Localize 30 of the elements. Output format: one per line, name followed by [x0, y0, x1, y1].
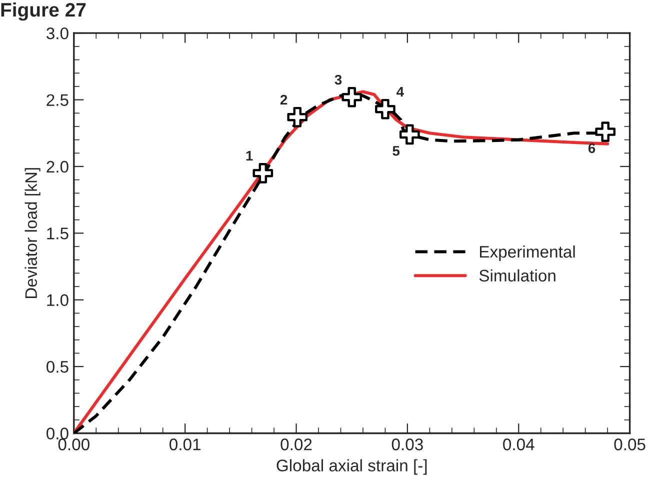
x-tick-label: 0.02 — [280, 438, 312, 450]
annotation: 6 — [588, 143, 596, 154]
chart-title: Figure 27 — [1, 2, 86, 21]
y-tick-label: 2.0 — [46, 160, 68, 173]
annotation: 5 — [392, 146, 400, 156]
annotation: 2 — [280, 94, 288, 105]
point — [375, 98, 396, 120]
annotation: 3 — [334, 74, 342, 85]
y-tick-label: 1.0 — [47, 294, 68, 306]
y-tick-label: 0.0 — [46, 428, 68, 440]
x-axis-title: Global axial strain [-] — [276, 459, 427, 475]
x-tick-label: 0.01 — [170, 438, 200, 450]
point — [252, 162, 274, 184]
point — [287, 106, 308, 128]
x-tick-label: 0.00 — [58, 438, 90, 450]
y-tick-label: 2.5 — [46, 94, 68, 106]
y-tick-label: 3.0 — [46, 28, 68, 40]
annotation: 4 — [396, 86, 404, 97]
point — [400, 124, 420, 145]
legend-label: Experimental — [480, 245, 575, 262]
x-tick-label: 0.03 — [392, 438, 423, 450]
annotation: 1 — [246, 150, 253, 161]
legend-label: Simulation — [479, 269, 556, 282]
x-tick-label: 0.05 — [614, 438, 646, 450]
point — [595, 122, 616, 142]
x-tick-label: 0.04 — [503, 438, 534, 450]
point — [342, 86, 362, 108]
y-tick-label: 1.5 — [47, 228, 68, 240]
y-tick-label: 0.5 — [46, 360, 68, 373]
y-axis-title: Deviator load [kN] — [24, 168, 40, 298]
